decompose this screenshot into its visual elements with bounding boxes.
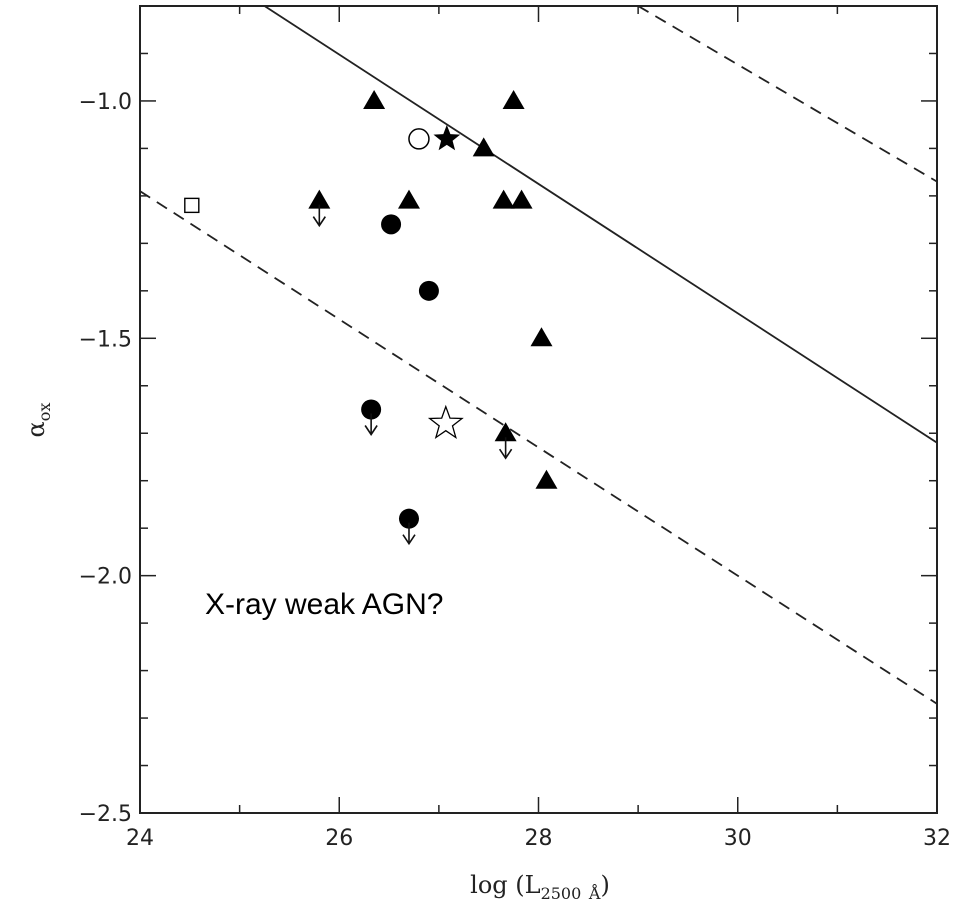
upper-limit-arrowhead (364, 425, 378, 436)
filled-circle-point (398, 508, 419, 529)
triangle-point (472, 137, 495, 157)
dashed-line (637, 6, 937, 183)
annotation-text: X-ray weak AGN? (205, 588, 443, 621)
axis-ticks (139, 5, 938, 814)
x-axis-label: log (L2500 Å) (470, 871, 610, 902)
filled-circle-point (361, 399, 382, 420)
triangle-point (535, 469, 558, 489)
open-circle-point (408, 128, 430, 150)
x-tick-label: 24 (126, 826, 154, 851)
triangle-point (308, 189, 331, 209)
triangle-point (530, 327, 553, 347)
triangle-point (502, 89, 525, 109)
upper-limit-arrowhead (498, 448, 513, 460)
filled-star-point (433, 124, 461, 151)
y-tick-label: −1.5 (79, 327, 132, 352)
x-tick-label: 28 (525, 826, 553, 851)
upper-limit-arrowhead (312, 216, 326, 228)
triangle-point (397, 189, 420, 209)
triangle-point (492, 189, 515, 209)
data-points (184, 89, 558, 546)
tick-labels: 24 26 28 30 32 −1.0 −1.5 −2.0 −2.5 (79, 90, 951, 851)
upper-limit-arrowhead (402, 534, 416, 546)
x-tick-label: 32 (923, 826, 951, 851)
dashed-line (140, 190, 937, 705)
triangle-point (363, 89, 386, 109)
y-axis-label: αox (22, 403, 54, 438)
filled-circle-point (381, 214, 402, 235)
x-tick-label: 26 (325, 826, 353, 851)
y-tick-label: −2.0 (79, 565, 132, 590)
solid-line (264, 6, 937, 444)
open-star-point (427, 404, 464, 440)
open-square-point (184, 197, 200, 214)
y-tick-label: −2.5 (79, 802, 132, 827)
reference-lines (140, 6, 937, 705)
plot-frame (139, 5, 938, 814)
triangle-point (494, 422, 517, 442)
x-tick-label: 30 (724, 826, 752, 851)
filled-circle-point (418, 280, 439, 301)
y-tick-label: −1.0 (79, 90, 132, 115)
triangle-point (510, 189, 533, 209)
